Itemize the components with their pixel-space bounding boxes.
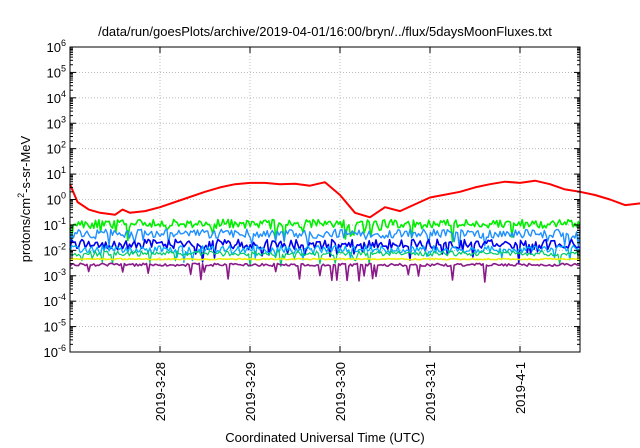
y-tick-label: 10-2 bbox=[44, 241, 66, 258]
x-tick-label: 2019-3-28 bbox=[153, 362, 168, 421]
y-tick-label: 10-3 bbox=[44, 267, 66, 284]
series-line-1 bbox=[69, 218, 581, 243]
y-tick-label: 101 bbox=[47, 165, 66, 182]
x-tick-label: 2019-3-30 bbox=[333, 362, 348, 421]
y-tick-label: 104 bbox=[47, 89, 66, 106]
x-tick-label: 2019-3-29 bbox=[243, 362, 258, 421]
x-tick-label: 2019-3-31 bbox=[423, 362, 438, 421]
x-tick-label: 2019-4-1 bbox=[513, 362, 528, 414]
y-tick-label: 10-4 bbox=[44, 292, 66, 309]
y-tick-label: 106 bbox=[47, 38, 66, 55]
y-tick-label: 102 bbox=[47, 140, 66, 157]
chart-title: /data/run/goesPlots/archive/2019-04-01/1… bbox=[98, 24, 552, 39]
series-line-6 bbox=[69, 257, 581, 261]
x-axis: 2019-3-28 2019-3-29 2019-3-30 2019-3-31 2019… bbox=[153, 47, 528, 421]
y-axis: 10-6 10-5 10-4 10-3 10-2 10-1 100 101 102 103 104 1… bbox=[44, 38, 580, 360]
y-tick-label: 10-6 bbox=[44, 343, 66, 360]
series-line-0 bbox=[69, 179, 640, 219]
y-axis-label-part: protons/cm bbox=[18, 198, 33, 262]
y-tick-label: 10-5 bbox=[44, 318, 66, 335]
y-axis-label-part: -s-sr-MeV bbox=[18, 135, 33, 192]
y-tick-label: 105 bbox=[47, 63, 66, 80]
y-tick-label: 103 bbox=[47, 114, 66, 131]
series-line-7 bbox=[69, 262, 581, 283]
series-line-4 bbox=[69, 244, 581, 264]
grid-lines bbox=[70, 47, 580, 352]
y-axis-label-sup: 2 bbox=[16, 193, 26, 198]
x-axis-label: Coordinated Universal Time (UTC) bbox=[225, 430, 424, 445]
y-axis-label: protons/cm2-s-sr-MeV bbox=[16, 135, 33, 262]
series-line-2 bbox=[69, 228, 581, 249]
series-layer bbox=[69, 179, 640, 283]
y-tick-label: 100 bbox=[47, 191, 66, 208]
series-line-3 bbox=[69, 238, 581, 264]
series-line-5 bbox=[69, 250, 581, 268]
y-tick-label: 10-1 bbox=[44, 216, 66, 233]
